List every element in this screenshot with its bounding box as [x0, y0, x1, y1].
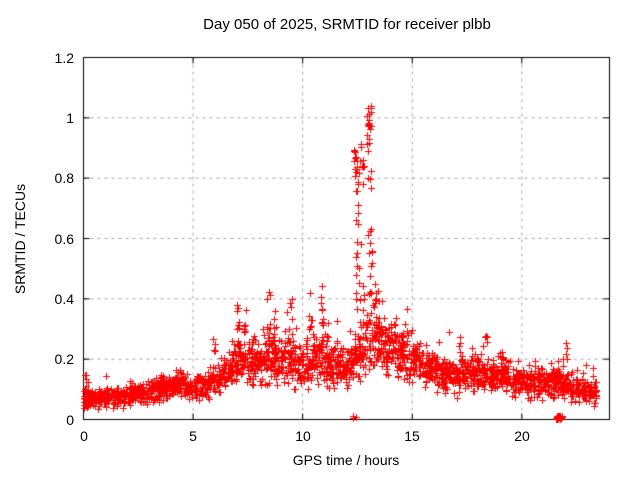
- x-tick-label: 10: [295, 428, 311, 444]
- y-tick-label: 0.4: [54, 291, 74, 307]
- x-tick-label: 20: [514, 428, 530, 444]
- x-tick-label: 5: [189, 428, 197, 444]
- y-tick-label: 0: [66, 412, 74, 428]
- y-tick-label: 1.2: [54, 50, 74, 66]
- y-tick-label: 1: [66, 110, 74, 126]
- x-tick-label: 0: [80, 428, 88, 444]
- y-tick-label: 0.8: [54, 170, 74, 186]
- x-axis-label: GPS time / hours: [292, 452, 400, 468]
- y-tick-label: 0.6: [54, 231, 74, 247]
- x-tick-label: 15: [404, 428, 420, 444]
- y-tick-label: 0.2: [54, 351, 74, 367]
- chart-title: Day 050 of 2025, SRMTID for receiver plb…: [203, 16, 491, 33]
